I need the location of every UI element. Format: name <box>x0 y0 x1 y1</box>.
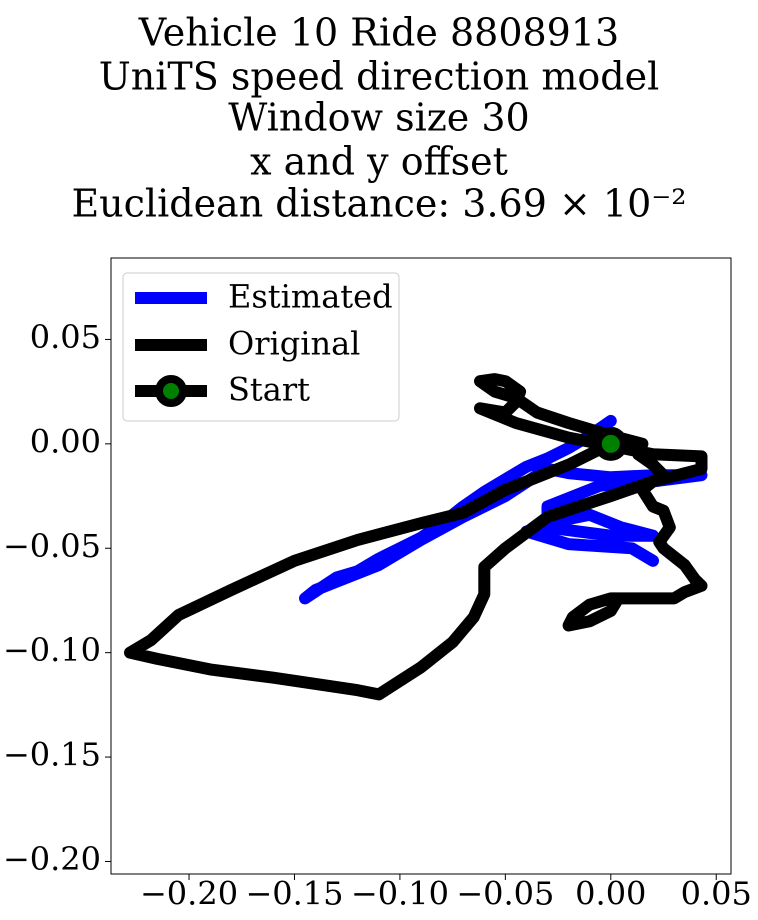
legend-label-estimated: Estimated <box>228 278 393 316</box>
x-tick-label: −0.10 <box>351 875 449 913</box>
title-line-2: UniTS speed direction model <box>99 55 659 99</box>
series-layer <box>124 373 708 701</box>
title-line-3: Window size 30 <box>228 96 529 140</box>
legend-box <box>122 272 400 422</box>
y-tick-label: 0.05 <box>30 318 101 356</box>
x-tick-label: 0.05 <box>681 875 752 913</box>
plot-area <box>110 257 732 875</box>
start-marker <box>593 426 628 461</box>
y-tick-label: −0.15 <box>3 736 101 774</box>
axes-frame <box>110 257 732 875</box>
x-axis-ticks: −0.20 −0.15 −0.10 −0.05 0.00 0.05 <box>140 874 752 913</box>
legend: Estimated Original Start <box>122 272 400 422</box>
legend-start-marker <box>155 375 187 407</box>
x-tick-label: −0.15 <box>245 875 343 913</box>
title-line-5: Euclidean distance: 3.69 × 10⁻² <box>71 182 686 226</box>
y-tick-label: −0.10 <box>3 631 101 669</box>
x-tick-label: −0.05 <box>456 875 554 913</box>
legend-label-start: Start <box>228 371 310 409</box>
title-line-4: x and y offset <box>250 140 508 184</box>
title-line-1: Vehicle 10 Ride 8808913 <box>138 11 619 55</box>
y-tick-label: −0.20 <box>3 840 101 878</box>
start-marker-layer <box>593 426 628 461</box>
y-axis-ticks: 0.05 0.00 −0.05 −0.10 −0.15 −0.20 <box>3 318 111 878</box>
y-tick-label: 0.00 <box>30 422 101 460</box>
x-tick-label: 0.00 <box>575 875 646 913</box>
y-tick-label: −0.05 <box>3 527 101 565</box>
series-line-original <box>124 373 708 701</box>
legend-label-original: Original <box>228 325 360 363</box>
x-tick-label: −0.20 <box>140 875 238 913</box>
